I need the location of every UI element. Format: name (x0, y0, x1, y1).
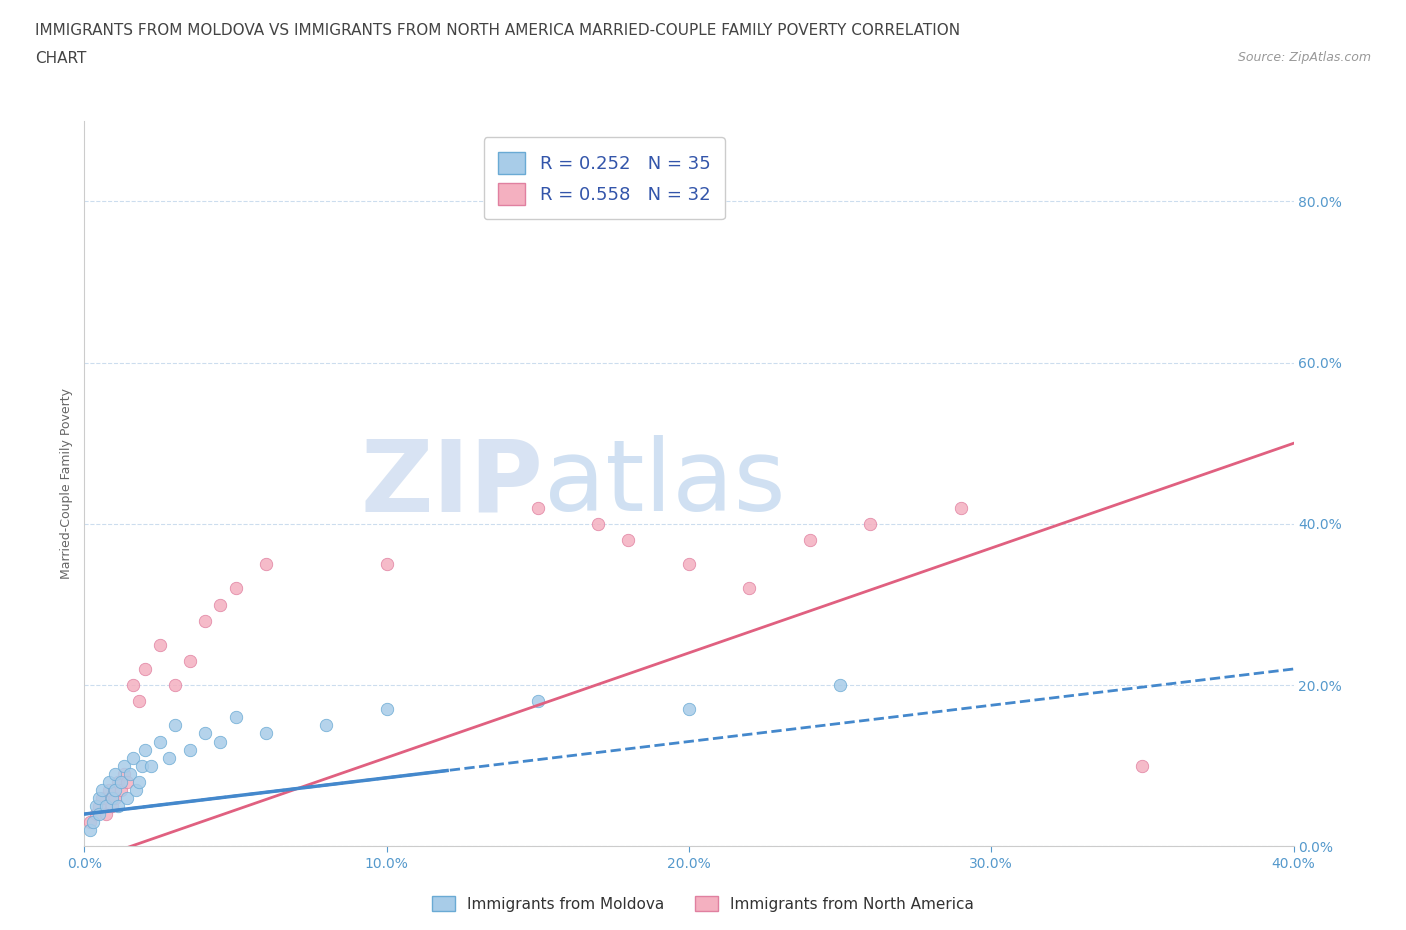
Point (950, 500, 973, 515)
Point (678, 702, 700, 717)
Text: ZIP: ZIP (361, 435, 544, 532)
Point (128, 694, 150, 709)
Point (121, 751, 143, 765)
Point (315, 718, 337, 733)
Point (115, 775, 138, 790)
Point (225, 581, 247, 596)
Point (225, 710, 247, 724)
Point (107, 799, 129, 814)
Point (94, 806, 117, 821)
Point (79, 815, 101, 830)
Text: CHART: CHART (35, 51, 87, 66)
Point (617, 533, 640, 548)
Point (254, 557, 277, 572)
Point (118, 766, 141, 781)
Point (97, 775, 120, 790)
Point (89, 799, 111, 814)
Point (139, 758, 162, 773)
Legend: R = 0.252   N = 35, R = 0.558   N = 32: R = 0.252 N = 35, R = 0.558 N = 32 (484, 138, 725, 219)
Point (91, 782, 114, 797)
Point (112, 758, 135, 773)
Point (115, 790, 138, 805)
Point (128, 775, 150, 790)
Point (91, 790, 114, 805)
Point (194, 613, 217, 628)
Point (100, 799, 122, 814)
Text: IMMIGRANTS FROM MOLDOVA VS IMMIGRANTS FROM NORTH AMERICA MARRIED-COUPLE FAMILY P: IMMIGRANTS FROM MOLDOVA VS IMMIGRANTS FR… (35, 23, 960, 38)
Point (104, 782, 127, 797)
Point (104, 790, 127, 805)
Point (799, 533, 821, 548)
Point (165, 678, 187, 693)
Point (738, 581, 761, 596)
Point (125, 782, 148, 797)
Point (209, 734, 232, 749)
Point (527, 694, 550, 709)
Point (254, 726, 277, 741)
Point (165, 718, 187, 733)
Point (134, 742, 156, 757)
Point (86, 799, 108, 814)
Point (107, 775, 129, 790)
Point (100, 790, 122, 805)
Point (830, 678, 852, 693)
Y-axis label: Married-Couple Family Poverty: Married-Couple Family Poverty (60, 388, 73, 579)
Point (79, 823, 101, 838)
Point (1130, 758, 1153, 773)
Point (859, 516, 882, 531)
Point (375, 702, 398, 717)
Point (104, 766, 127, 781)
Point (134, 661, 156, 676)
Point (209, 597, 232, 612)
Point (179, 742, 201, 757)
Point (157, 751, 180, 765)
Point (89, 790, 111, 805)
Point (179, 654, 201, 669)
Point (194, 726, 217, 741)
Point (131, 758, 153, 773)
Point (121, 678, 143, 693)
Text: Source: ZipAtlas.com: Source: ZipAtlas.com (1237, 51, 1371, 64)
Point (97, 782, 120, 797)
Point (82, 815, 104, 830)
Point (94, 799, 117, 814)
Point (89, 806, 111, 821)
Point (149, 637, 172, 652)
Point (375, 557, 398, 572)
Point (112, 766, 135, 781)
Point (588, 516, 610, 531)
Text: atlas: atlas (544, 435, 786, 532)
Point (86, 806, 108, 821)
Legend: Immigrants from Moldova, Immigrants from North America: Immigrants from Moldova, Immigrants from… (426, 889, 980, 918)
Point (110, 775, 132, 790)
Point (527, 500, 550, 515)
Point (678, 557, 700, 572)
Point (149, 734, 172, 749)
Point (110, 782, 132, 797)
